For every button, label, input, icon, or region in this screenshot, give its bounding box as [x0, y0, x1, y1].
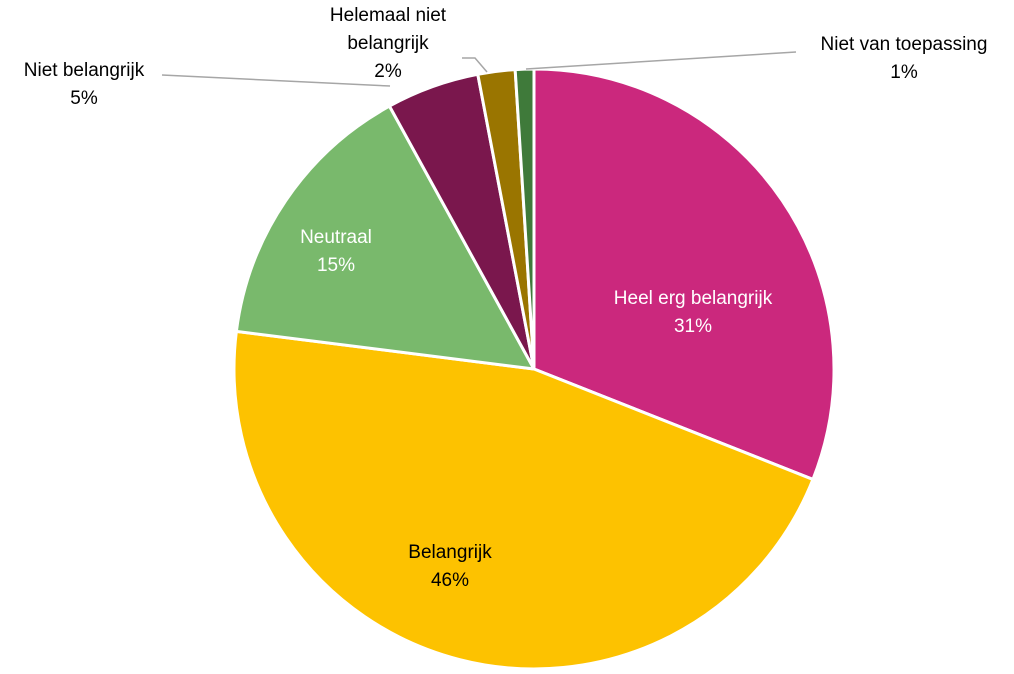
data-label-helemaal-niet-belangrijk: Helemaal niet belangrijk 2%: [318, 2, 458, 86]
leader-line-nvt: [525, 51, 797, 70]
label-percent: 5%: [70, 88, 98, 109]
label-percent: 1%: [890, 62, 918, 83]
data-label-heel-erg-belangrijk: Heel erg belangrijk 31%: [578, 285, 808, 341]
label-percent: 15%: [316, 255, 356, 276]
leader-line-niet-belangrijk: [161, 74, 391, 87]
data-label-niet-belangrijk: Niet belangrijk 5%: [0, 57, 168, 113]
label-name: Heel erg belangrijk: [613, 288, 773, 309]
label-name-line2: belangrijk: [347, 33, 429, 54]
label-name-line1: Helemaal niet: [329, 5, 447, 26]
pie-slices: [232, 67, 836, 671]
data-label-belangrijk: Belangrijk 46%: [380, 539, 520, 595]
data-label-niet-van-toepassing: Niet van toepassing 1%: [796, 31, 1012, 87]
leader-lines: [161, 51, 797, 87]
label-name: Niet van toepassing: [820, 34, 988, 55]
label-name: Niet belangrijk: [23, 60, 145, 81]
label-name: Belangrijk: [408, 542, 492, 563]
label-percent: 46%: [430, 570, 470, 591]
leader-line-helemaal-niet: [462, 57, 488, 73]
label-name: Neutraal: [300, 227, 372, 248]
pie-slice-heel-erg-belangrijk: [532, 67, 836, 481]
label-percent: 2%: [374, 61, 402, 82]
data-label-neutraal: Neutraal 15%: [276, 224, 396, 280]
pie-slice-belangrijk: [232, 329, 815, 671]
label-percent: 31%: [673, 316, 713, 337]
pie-slice-neutraal: [234, 104, 536, 371]
